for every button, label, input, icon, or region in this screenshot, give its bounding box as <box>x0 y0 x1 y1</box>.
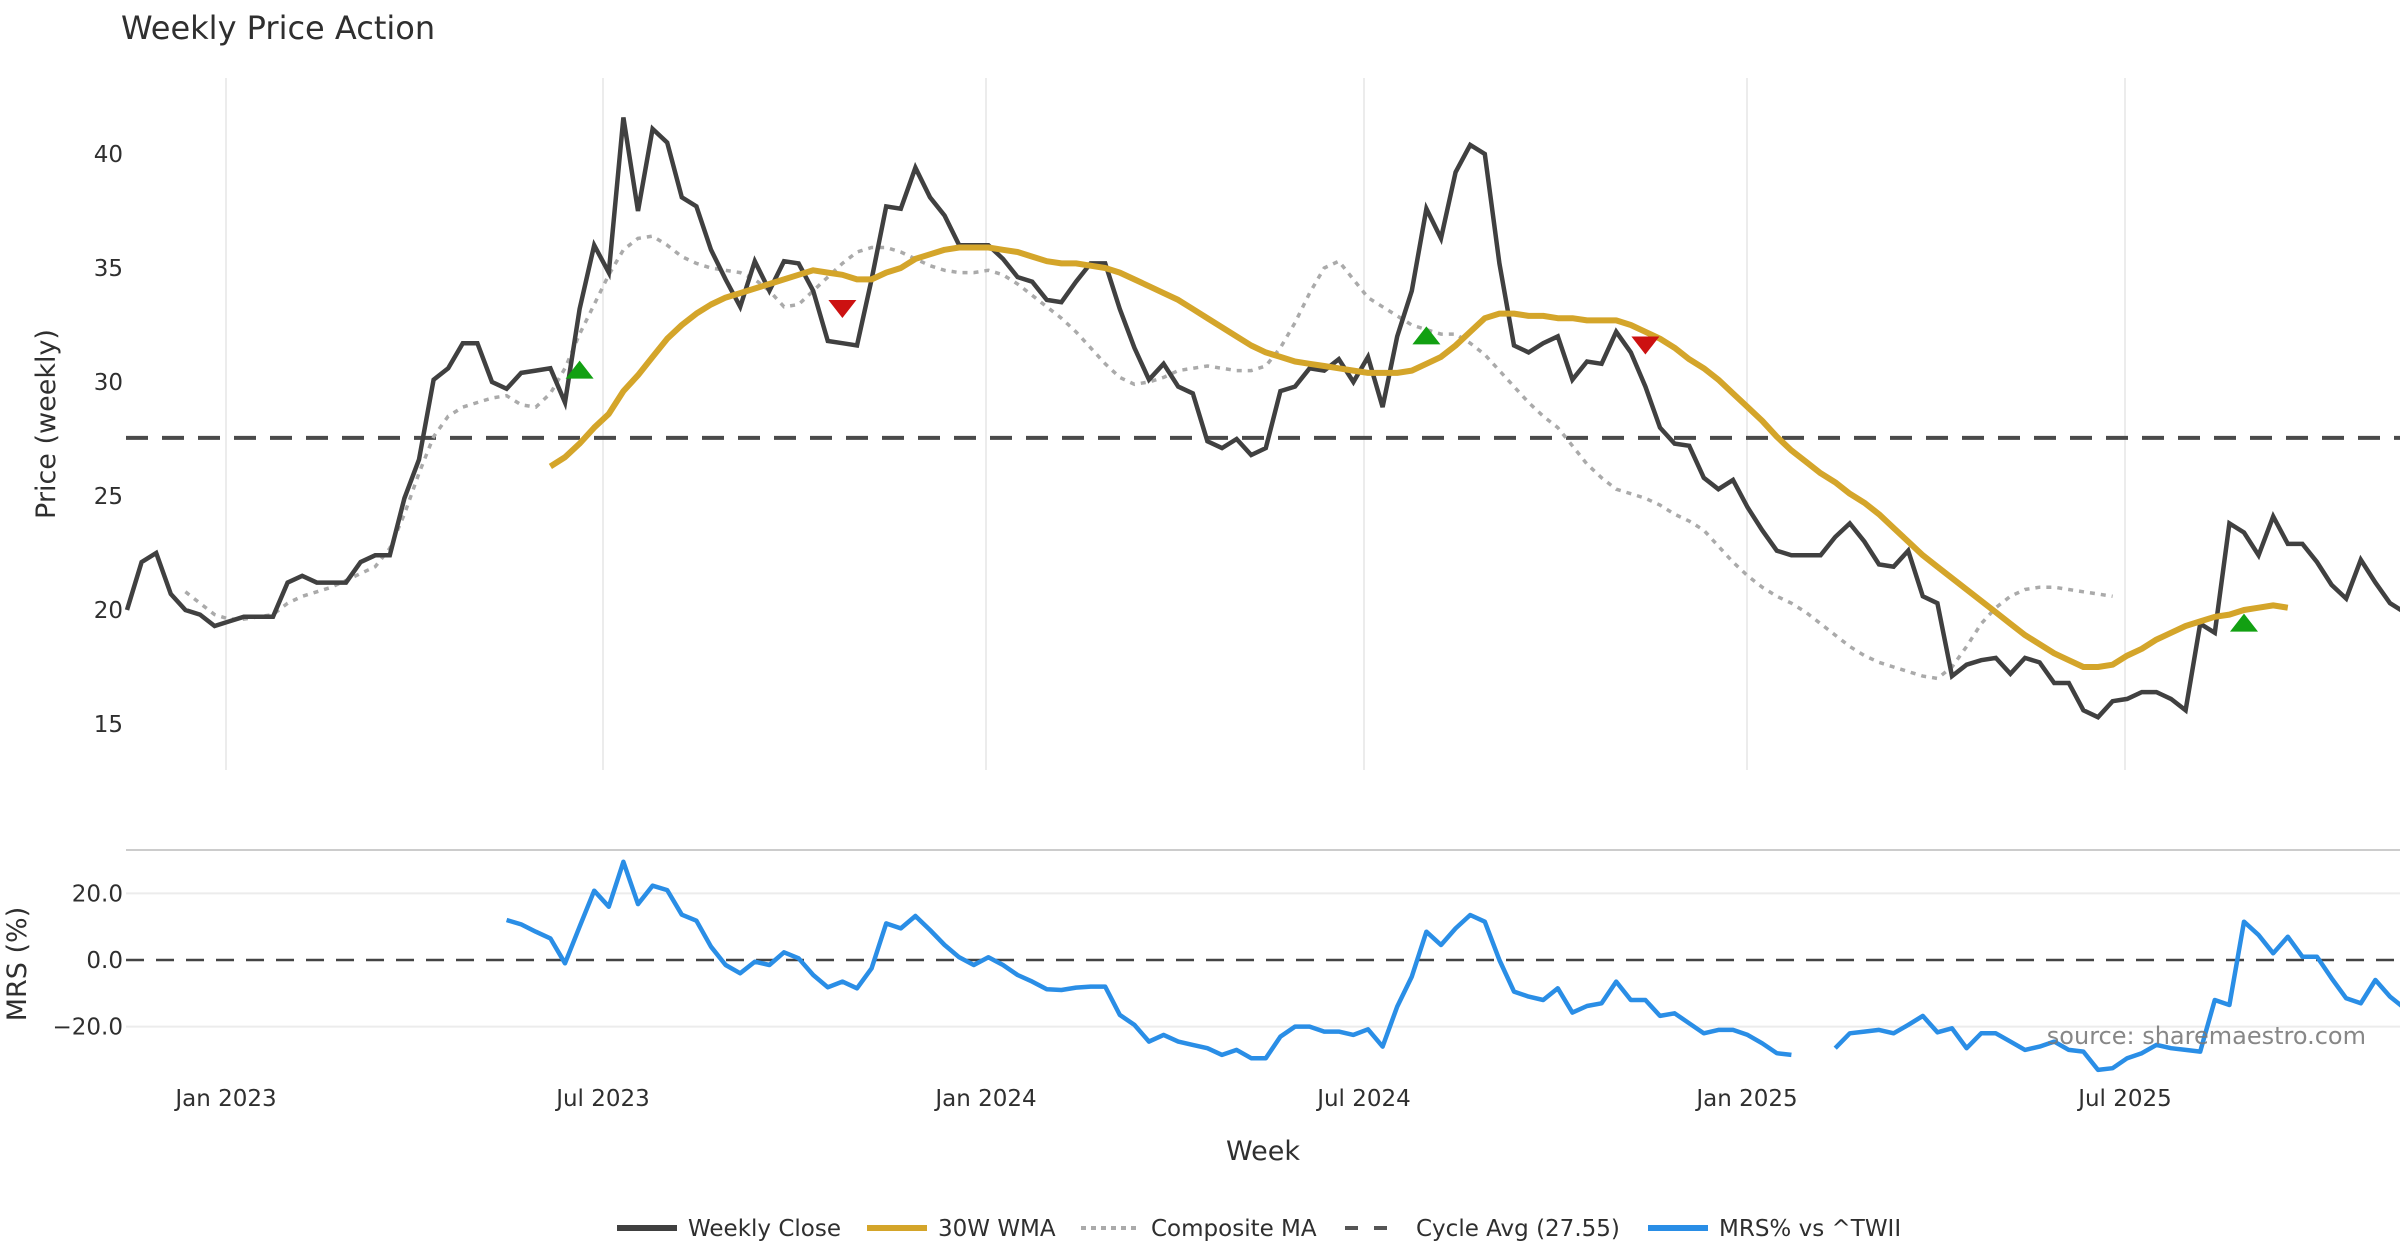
mrs-y-tick-label: −20.0 <box>53 1015 123 1041</box>
mrs-lines <box>505 859 2400 1073</box>
source-annotation: source: sharemaestro.com <box>2047 1022 2366 1050</box>
legend-item-composite-ma[interactable]: Composite MA <box>1081 1216 1317 1242</box>
buy-signal-marker <box>2230 613 2258 632</box>
price-y-ticks: 15 20 25 30 35 40 <box>94 142 123 738</box>
x-tick-label: Jan 2025 <box>1694 1086 1797 1112</box>
legend-item-weekly-close[interactable]: Weekly Close <box>617 1216 841 1242</box>
buy-signal-marker <box>1412 326 1441 345</box>
price-y-tick-label: 40 <box>94 142 123 168</box>
mrs-gridlines <box>126 892 2400 1028</box>
chart-title: Weekly Price Action <box>121 9 435 47</box>
weekly-close-line <box>124 117 2400 720</box>
x-tick-label: Jan 2024 <box>933 1086 1036 1112</box>
price-gridlines <box>225 78 2126 770</box>
x-axis-title: Week <box>1226 1136 1300 1167</box>
mrs-y-tick-label: 0.0 <box>86 948 123 974</box>
price-y-axis-title: Price (weekly) <box>31 329 62 519</box>
legend-label-30w-wma: 30W WMA <box>938 1216 1056 1242</box>
x-tick-label: Jan 2023 <box>173 1086 276 1112</box>
legend: Weekly Close 30W WMA Composite MA Cycle … <box>617 1216 1901 1242</box>
legend-label-weekly-close: Weekly Close <box>688 1216 841 1242</box>
mrs-line-segment <box>505 859 1792 1061</box>
legend-item-30w-wma[interactable]: 30W WMA <box>867 1216 1056 1242</box>
mrs-y-axis-title: MRS (%) <box>2 907 33 1022</box>
wma-30w-line <box>548 244 2289 670</box>
x-axis-ticks: Jan 2023 Jul 2023 Jan 2024 Jul 2024 Jan 2025… <box>173 1086 2171 1112</box>
sell-signal-marker <box>828 300 857 319</box>
price-y-tick-label: 30 <box>94 370 123 396</box>
price-y-tick-label: 20 <box>94 598 123 624</box>
mrs-line-segment <box>1833 919 2400 1073</box>
composite-ma-line <box>184 234 2113 681</box>
price-y-tick-label: 35 <box>94 256 123 282</box>
price-y-tick-label: 25 <box>94 484 123 510</box>
legend-label-cycle-avg: Cycle Avg (27.55) <box>1416 1216 1620 1242</box>
sell-signal-marker <box>1631 336 1660 355</box>
mrs-y-ticks: −20.0 0.0 20.0 <box>53 881 123 1040</box>
signal-markers <box>565 300 2258 632</box>
buy-signal-marker <box>565 360 594 379</box>
legend-item-cycle-avg[interactable]: Cycle Avg (27.55) <box>1345 1216 1620 1242</box>
legend-label-composite-ma: Composite MA <box>1151 1216 1317 1242</box>
x-tick-label: Jul 2024 <box>1315 1086 1411 1112</box>
legend-label-mrs: MRS% vs ^TWII <box>1719 1216 1901 1242</box>
legend-item-mrs[interactable]: MRS% vs ^TWII <box>1648 1216 1901 1242</box>
x-tick-label: Jul 2025 <box>2076 1086 2172 1112</box>
price-y-tick-label: 15 <box>94 712 123 738</box>
mrs-y-tick-label: 20.0 <box>72 881 123 907</box>
x-tick-label: Jul 2023 <box>554 1086 650 1112</box>
